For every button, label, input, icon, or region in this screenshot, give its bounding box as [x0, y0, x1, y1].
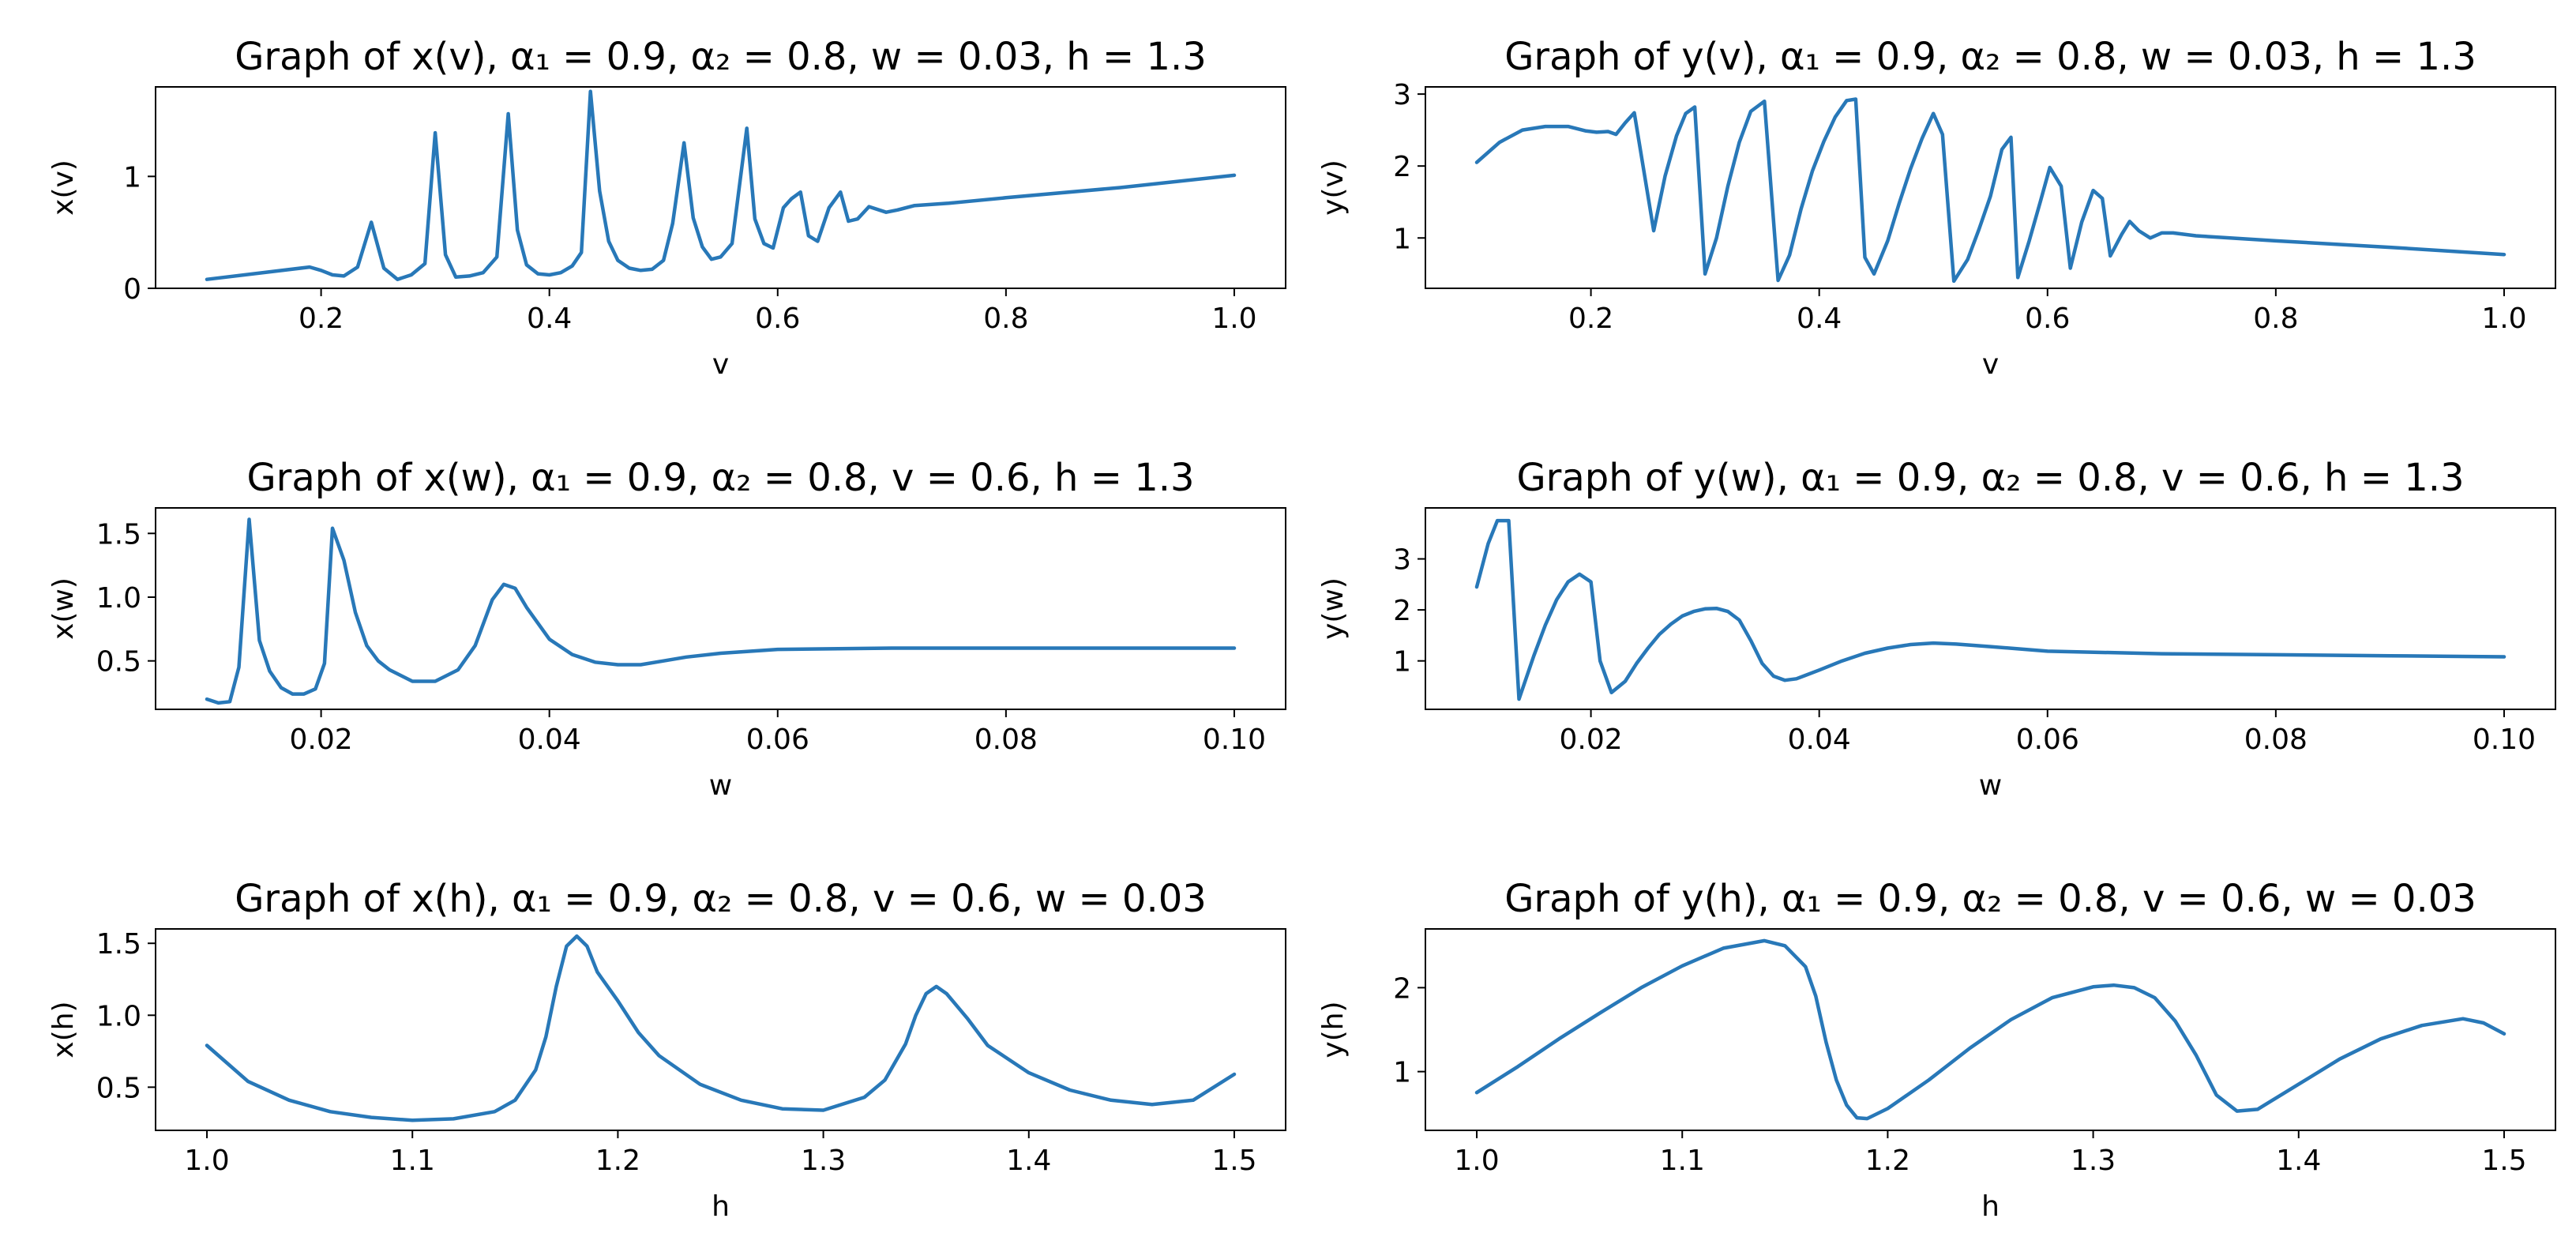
chart-title: Graph of y(w), α₁ = 0.9, α₂ = 0.8, v = 0… — [1516, 456, 2464, 500]
y-tick-label: 2 — [1393, 151, 1411, 183]
chart-title: Graph of x(v), α₁ = 0.9, α₂ = 0.8, w = 0… — [235, 35, 1207, 79]
chart-title: Graph of y(h), α₁ = 0.9, α₂ = 0.8, v = 0… — [1504, 877, 2476, 921]
x-tick-label: 0.04 — [518, 724, 581, 756]
x-tick-label: 0.8 — [983, 303, 1028, 335]
series-line — [205, 89, 1237, 281]
x-tick-label: 0.10 — [2473, 724, 2536, 756]
x-tick-label: 0.04 — [1788, 724, 1851, 756]
y-tick-label: 1.0 — [96, 582, 141, 615]
series-line — [205, 934, 1237, 1122]
x-tick-label: 1.2 — [595, 1145, 640, 1177]
x-tick-label: 0.6 — [755, 303, 800, 335]
series-line — [1474, 97, 2507, 284]
x-axis-label: w — [1979, 769, 2002, 802]
chart-title: Graph of x(h), α₁ = 0.9, α₂ = 0.8, v = 0… — [235, 877, 1207, 921]
series-line — [205, 517, 1237, 705]
x-tick-label: 1.1 — [390, 1145, 435, 1177]
y-tick-label: 1 — [1393, 1057, 1411, 1089]
x-axis-label: w — [709, 769, 732, 802]
x-tick-label: 1.0 — [2481, 303, 2526, 335]
subplot-2: 0.2 0.4 0.6 0.8 1.0 1 2 3 v y(v) Graph of y(v), α₁… — [1317, 35, 2556, 381]
y-tick-label: 0.5 — [96, 1072, 141, 1104]
y-axis-label: y(v) — [1317, 160, 1350, 216]
y-tick-label: 2 — [1393, 972, 1411, 1005]
x-tick-label: 1.4 — [2276, 1145, 2321, 1177]
y-axis-label: x(w) — [47, 577, 80, 640]
chart-title: Graph of y(v), α₁ = 0.9, α₂ = 0.8, w = 0… — [1504, 35, 2476, 79]
x-tick-label: 1.5 — [1211, 1145, 1256, 1177]
y-tick-label: 3 — [1393, 544, 1411, 577]
y-axis-label: y(h) — [1317, 1001, 1350, 1058]
x-tick-label: 0.8 — [2253, 303, 2298, 335]
y-tick-label: 0 — [123, 273, 141, 306]
subplot-5: 1.0 1.1 1.2 1.3 1.4 1.5 0.5 1.0 1.5 h x(h) Graph of… — [47, 877, 1286, 1223]
y-tick-label: 0.5 — [96, 646, 141, 679]
y-axis-label: y(w) — [1317, 577, 1350, 640]
y-tick-label: 1 — [1393, 646, 1411, 679]
y-tick-label: 3 — [1393, 79, 1411, 111]
x-tick-label: 1.2 — [1865, 1145, 1910, 1177]
y-axis-label: x(v) — [47, 160, 80, 216]
x-tick-label: 0.02 — [290, 724, 353, 756]
x-tick-label: 0.06 — [746, 724, 809, 756]
series-line — [1474, 938, 2507, 1121]
axes-frame — [155, 507, 1286, 710]
y-tick-label: 1.5 — [96, 928, 141, 961]
x-tick-label: 0.10 — [1203, 724, 1266, 756]
x-tick-label: 1.3 — [801, 1145, 846, 1177]
x-tick-label: 0.08 — [974, 724, 1038, 756]
x-tick-label: 0.2 — [1568, 303, 1613, 335]
chart-title: Graph of x(w), α₁ = 0.9, α₂ = 0.8, v = 0… — [246, 456, 1194, 500]
y-axis-label: x(h) — [47, 1001, 80, 1058]
x-tick-label: 0.4 — [1797, 303, 1842, 335]
x-axis-label: v — [712, 348, 729, 381]
y-tick-label: 2 — [1393, 595, 1411, 627]
x-axis-label: v — [1982, 348, 1999, 381]
axes-frame — [155, 86, 1286, 289]
axes-frame — [1425, 928, 2556, 1131]
y-tick-label: 1.5 — [96, 518, 141, 551]
x-axis-label: h — [1981, 1190, 2000, 1223]
x-tick-label: 0.06 — [2016, 724, 2079, 756]
x-axis-label: h — [712, 1190, 730, 1223]
subplot-4: 0.02 0.04 0.06 0.08 0.10 1 2 3 w y(w) Graph of y(w… — [1317, 456, 2556, 802]
x-tick-label: 1.0 — [1211, 303, 1256, 335]
y-tick-label: 1 — [1393, 223, 1411, 255]
x-tick-label: 0.2 — [299, 303, 344, 335]
x-tick-label: 1.3 — [2071, 1145, 2116, 1177]
x-tick-label: 1.5 — [2481, 1145, 2526, 1177]
axes-frame — [155, 928, 1286, 1131]
x-tick-label: 1.0 — [1454, 1145, 1499, 1177]
series-line — [1474, 518, 2507, 701]
subplot-6: 1.0 1.1 1.2 1.3 1.4 1.5 1 2 h y(h) Graph of y(h), … — [1317, 877, 2556, 1223]
x-tick-label: 1.1 — [1660, 1145, 1705, 1177]
subplot-3: 0.02 0.04 0.06 0.08 0.10 0.5 1.0 1.5 w x(w) Graph … — [47, 456, 1286, 802]
x-tick-label: 1.4 — [1006, 1145, 1051, 1177]
x-tick-label: 1.0 — [184, 1145, 229, 1177]
axes-frame — [1425, 507, 2556, 710]
x-tick-label: 0.6 — [2025, 303, 2070, 335]
y-tick-label: 1.0 — [96, 1000, 141, 1032]
x-tick-label: 0.02 — [1560, 724, 1623, 756]
y-tick-label: 1 — [123, 161, 141, 194]
subplot-1: 0.2 0.4 0.6 0.8 1.0 0 1 v x(v) Graph of x(v), α₁ … — [47, 35, 1286, 381]
x-tick-label: 0.08 — [2244, 724, 2308, 756]
axes-frame — [1425, 86, 2556, 289]
x-tick-label: 0.4 — [527, 303, 572, 335]
